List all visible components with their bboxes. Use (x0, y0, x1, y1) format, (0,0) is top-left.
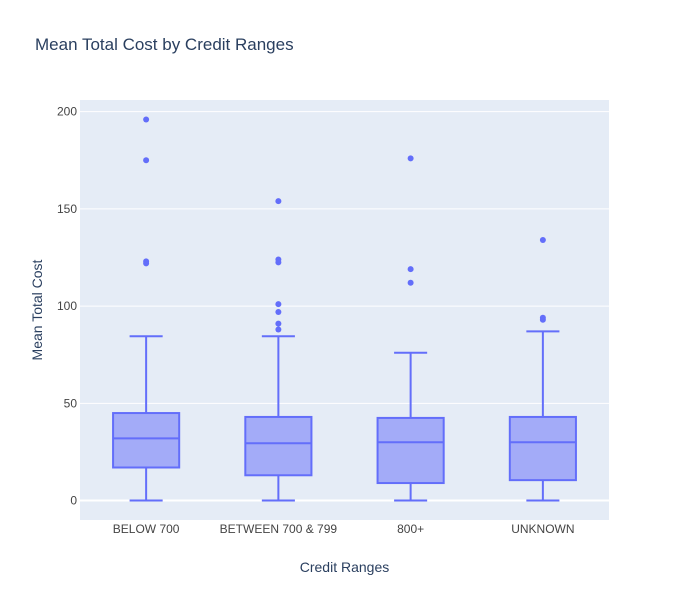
outlier-point (275, 256, 282, 263)
outlier-point (407, 266, 414, 273)
x-axis-title: Credit Ranges (300, 559, 390, 575)
x-tick-label: UNKNOWN (511, 522, 574, 536)
outlier-point (275, 320, 282, 327)
outlier-point (143, 116, 150, 123)
boxes (112, 116, 577, 502)
iqr-box (508, 415, 577, 482)
y-axis-ticks: 0 50 100 150 200 (57, 105, 77, 508)
outlier-point (275, 326, 282, 333)
iqr-box (112, 412, 181, 469)
box-0 (112, 116, 181, 502)
outlier-point (539, 314, 546, 321)
y-tick-label: 200 (57, 105, 77, 119)
outlier-point (407, 155, 414, 162)
outlier-point (275, 301, 282, 308)
x-tick-label: BETWEEN 700 & 799 (220, 522, 338, 536)
iqr-box (376, 416, 445, 485)
chart-title: Mean Total Cost by Credit Ranges (35, 35, 294, 54)
x-axis-ticks: BELOW 700 BETWEEN 700 & 799 800+ UNKNOWN (113, 522, 575, 536)
outlier-point (539, 237, 546, 243)
outlier-point (407, 279, 414, 286)
outlier-point (275, 198, 282, 205)
outlier-point (143, 157, 150, 164)
box-1 (244, 198, 313, 502)
box-3 (508, 237, 577, 502)
y-tick-label: 50 (64, 396, 78, 410)
outlier-point (143, 258, 150, 265)
y-tick-label: 0 (70, 494, 77, 508)
y-tick-label: 150 (57, 202, 77, 216)
box-2 (376, 155, 445, 502)
x-tick-label: 800+ (397, 522, 424, 536)
iqr-box (244, 415, 313, 477)
y-tick-label: 100 (57, 299, 77, 313)
outlier-point (275, 308, 282, 315)
x-tick-label: BELOW 700 (113, 522, 180, 536)
y-axis-title: Mean Total Cost (29, 259, 45, 360)
grid-lines (80, 111, 609, 502)
